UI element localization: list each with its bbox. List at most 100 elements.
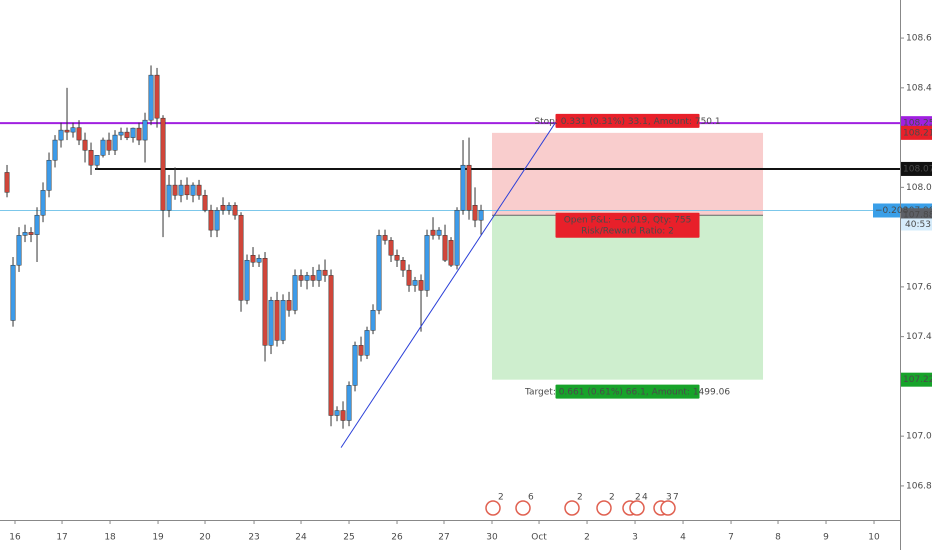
- candle-body: [388, 240, 394, 256]
- x-tick-label: 30: [486, 533, 498, 543]
- candle-body: [70, 127, 76, 133]
- x-tick-label: 27: [438, 533, 449, 543]
- x-tick-label: 23: [248, 533, 259, 543]
- x-tick-label: Oct: [531, 533, 547, 543]
- candle-body: [352, 345, 358, 386]
- candle-body: [268, 300, 274, 346]
- candle-body: [88, 150, 94, 166]
- countdown-badge: [901, 218, 932, 231]
- candle-body: [430, 229, 436, 236]
- candle-body: [28, 232, 34, 235]
- candle-body: [424, 235, 430, 291]
- price-badge-label: 108.258: [903, 119, 932, 129]
- candle-body: [64, 129, 70, 133]
- candle-body: [412, 280, 418, 286]
- candle-body: [292, 275, 298, 311]
- candle-body: [118, 131, 124, 136]
- pnl-label: Risk/Reward Ratio: 2: [581, 227, 674, 237]
- candle-body: [298, 275, 304, 281]
- change-badge: [873, 203, 900, 218]
- candle-body: [436, 229, 442, 236]
- x-tick-label: 24: [295, 533, 307, 543]
- candle-body: [358, 345, 364, 356]
- candle-body: [178, 184, 184, 196]
- candle-body: [286, 300, 292, 311]
- candle-body: [232, 205, 238, 216]
- candle-body: [460, 164, 466, 211]
- candle-body: [154, 74, 160, 119]
- candle-body: [130, 127, 136, 138]
- event-count: 2: [577, 493, 583, 503]
- candle-body: [190, 184, 196, 196]
- candle-body: [346, 385, 352, 421]
- candle-body: [472, 205, 478, 221]
- event-icon: [660, 500, 676, 516]
- candle-body: [418, 280, 424, 291]
- x-tick-label: 4: [680, 533, 686, 543]
- event-count: 4: [642, 493, 648, 503]
- event-count: 6: [528, 493, 534, 503]
- y-tick-label: 107.600: [906, 282, 932, 292]
- x-tick-label: 8: [775, 533, 781, 543]
- x-tick-label: 9: [823, 533, 829, 543]
- price-axis-bg: [900, 0, 932, 550]
- event-icon: [515, 500, 531, 516]
- candle-body: [442, 235, 448, 261]
- candle-body: [202, 195, 208, 211]
- x-tick-label: 3: [632, 533, 638, 543]
- candle-body: [328, 275, 334, 416]
- change-label: −0.208: [875, 206, 909, 216]
- trend-line: [340, 119, 558, 448]
- x-tick-label: 25: [343, 533, 354, 543]
- event-count: 3: [666, 493, 672, 503]
- price-badge-label: 108.074: [903, 164, 932, 174]
- y-tick-label: 107.400: [906, 332, 932, 342]
- candle-body: [310, 275, 316, 281]
- candle-body: [58, 129, 64, 141]
- x-tick-label: 7: [728, 533, 734, 543]
- candle-body: [214, 209, 220, 231]
- candle-body: [250, 255, 256, 263]
- price-badge-label: 107.888: [903, 211, 932, 221]
- candle-body: [322, 269, 328, 276]
- candle-body: [142, 119, 148, 141]
- x-tick-label: 19: [152, 533, 164, 543]
- candle-body: [106, 139, 112, 151]
- pnl-label: Open P&L: −0.019, Qty: 755: [564, 216, 692, 226]
- candle-body: [478, 209, 484, 221]
- target-label-box: [555, 384, 700, 399]
- candle-body: [244, 259, 250, 301]
- candle-body: [466, 164, 472, 211]
- candle-body: [454, 209, 460, 266]
- price-badge: [901, 125, 932, 140]
- candle-body: [274, 300, 280, 341]
- price-badge: [901, 372, 932, 387]
- candle-body: [364, 330, 370, 356]
- candle-body: [304, 275, 310, 281]
- candle-body: [76, 127, 82, 141]
- candle-body: [112, 134, 118, 151]
- candle-body: [16, 235, 22, 266]
- candle-body: [220, 205, 226, 211]
- candle-body: [262, 258, 268, 346]
- candle-body: [448, 240, 454, 266]
- stop-zone: [492, 132, 764, 216]
- price-badge-label: 107.227: [903, 375, 932, 385]
- candle-body: [136, 127, 142, 141]
- stop-label: Stop: 0.331 (0.31%) 33.1, Amount: 750.1: [534, 117, 720, 127]
- candle-body: [238, 214, 244, 301]
- candle-body: [10, 264, 16, 321]
- y-tick-label: 106.800: [906, 481, 932, 491]
- candle-body: [160, 117, 166, 211]
- countdown-label: 40:53: [905, 220, 931, 230]
- x-tick-label: 2: [584, 533, 590, 543]
- event-icon: [564, 500, 580, 516]
- x-tick-label: 10: [868, 533, 880, 543]
- candle-body: [382, 235, 388, 241]
- x-tick-label: 18: [104, 533, 116, 543]
- candle-body: [208, 209, 214, 231]
- candle-body: [400, 259, 406, 271]
- candle-body: [52, 139, 58, 161]
- candle-body: [100, 139, 106, 156]
